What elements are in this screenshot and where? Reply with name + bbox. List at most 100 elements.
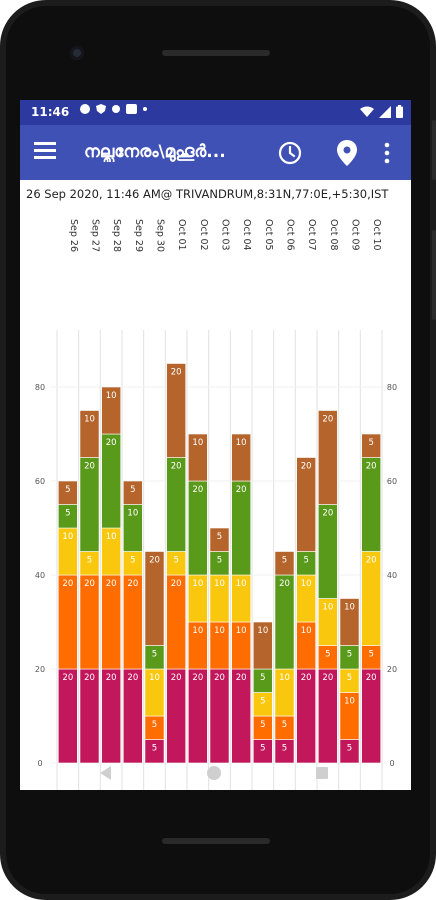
data-label: 20 (322, 415, 333, 425)
bar-segment (79, 410, 100, 458)
bottom-speaker (162, 838, 270, 844)
recents-icon[interactable] (316, 767, 328, 779)
data-label: 5 (325, 650, 330, 660)
signal-icon (379, 105, 391, 118)
data-label: 20 (279, 579, 290, 589)
data-label: 5 (260, 744, 265, 754)
data-label: 5 (303, 556, 308, 566)
y-tick-label-right: 0 (389, 759, 394, 768)
x-tick-label: Oct 01 (176, 219, 187, 251)
x-tick-label: Sep 26 (68, 219, 79, 252)
data-label: 5 (130, 556, 135, 566)
x-tick-label: Sep 29 (133, 219, 144, 252)
data-label: 5 (87, 556, 92, 566)
data-label: 10 (127, 509, 138, 519)
bar-segment (231, 433, 251, 482)
bar-segment (101, 386, 121, 435)
data-label: 5 (152, 744, 157, 754)
data-label: 5 (347, 673, 352, 683)
data-label: 20 (149, 556, 160, 566)
x-axis-title: പഞ്ചാംഗബലം (313, 789, 381, 790)
bar-segment (231, 668, 251, 764)
back-icon[interactable] (100, 766, 111, 780)
data-label: 20 (171, 368, 182, 378)
data-label: 20 (301, 462, 312, 472)
y-tick-label-left: 0 (37, 759, 42, 768)
data-label: 20 (106, 438, 117, 448)
app-title: നല്ലനേരം\മുഹൂർ... (84, 142, 226, 162)
data-label: 5 (260, 720, 265, 730)
x-tick-label: Oct 03 (220, 219, 231, 251)
data-label: 10 (236, 579, 247, 589)
data-label: 5 (152, 650, 157, 660)
bar-segment (361, 433, 381, 458)
data-label: 5 (347, 650, 352, 660)
status-bar: 11:46 (20, 100, 411, 125)
bar-segment (361, 668, 381, 764)
data-label: 5 (65, 509, 70, 519)
x-tick-label: Sep 28 (111, 219, 122, 252)
bar-segment (166, 363, 186, 458)
x-tick-label: Oct 02 (198, 219, 209, 251)
data-label: 20 (192, 673, 203, 683)
clock-icon[interactable] (278, 141, 302, 165)
sim-icon (126, 104, 137, 114)
data-label: 20 (84, 462, 95, 472)
data-label: 10 (344, 603, 355, 613)
bar-segment (253, 621, 273, 670)
bar-segment (317, 504, 338, 599)
data-label: 10 (301, 626, 312, 636)
data-label: 20 (171, 579, 182, 589)
data-label: 10 (106, 532, 117, 542)
location-datetime-text: 26 Sep 2020, 11:46 AM@ TRIVANDRUM,8:31N,… (26, 187, 389, 201)
data-label: 20 (62, 673, 73, 683)
more-vert-icon[interactable] (384, 142, 390, 164)
location-icon[interactable] (335, 140, 359, 166)
battery-icon (396, 105, 403, 118)
x-tick-label: Oct 10 (371, 219, 382, 251)
home-icon[interactable] (207, 766, 221, 780)
menu-icon[interactable] (34, 142, 56, 164)
data-label: 20 (366, 462, 377, 472)
data-label: 5 (347, 744, 352, 754)
data-label: 20 (127, 673, 138, 683)
data-label: 5 (368, 438, 373, 448)
data-label: 5 (152, 720, 157, 730)
y-tick-label-right: 40 (387, 571, 397, 580)
x-tick-label: Oct 09 (350, 219, 361, 251)
data-label: 20 (366, 673, 377, 683)
bar-segment (166, 457, 186, 552)
data-label: 20 (84, 673, 95, 683)
data-label: 10 (106, 391, 117, 401)
bar-segment (296, 668, 316, 764)
data-label: 10 (279, 673, 290, 683)
data-label: 20 (171, 673, 182, 683)
status-icons-left (80, 104, 147, 114)
bar-segment (101, 433, 121, 529)
volume-button (432, 230, 436, 320)
status-time: 11:46 (31, 105, 70, 119)
y-tick-label-left: 20 (35, 665, 45, 674)
power-button (432, 120, 436, 180)
data-label: 10 (257, 626, 268, 636)
bar-segment (361, 551, 381, 646)
bar-segment (166, 668, 186, 764)
data-label: 10 (192, 438, 203, 448)
bar-segment (123, 480, 143, 505)
bar-segment (79, 574, 100, 670)
bar-segment (209, 668, 230, 764)
data-label: 20 (127, 579, 138, 589)
bar-segment (188, 433, 208, 482)
panchanga-bala-chart: 0 0 20 20 40 40 60 60 80 80 Sep 26 Sep 27 Sep 28 Sep … (35, 219, 397, 790)
bar-segment (123, 668, 143, 764)
data-label: 20 (322, 509, 333, 519)
data-label: 20 (236, 485, 247, 495)
data-label: 20 (366, 556, 377, 566)
data-label: 5 (260, 673, 265, 683)
bar-segment (231, 480, 251, 576)
y-tick-label-left: 80 (35, 383, 45, 392)
bar-segment (317, 410, 338, 505)
data-label: 10 (322, 603, 333, 613)
status-icons-right (360, 105, 403, 118)
y-tick-label-right: 20 (387, 665, 397, 674)
